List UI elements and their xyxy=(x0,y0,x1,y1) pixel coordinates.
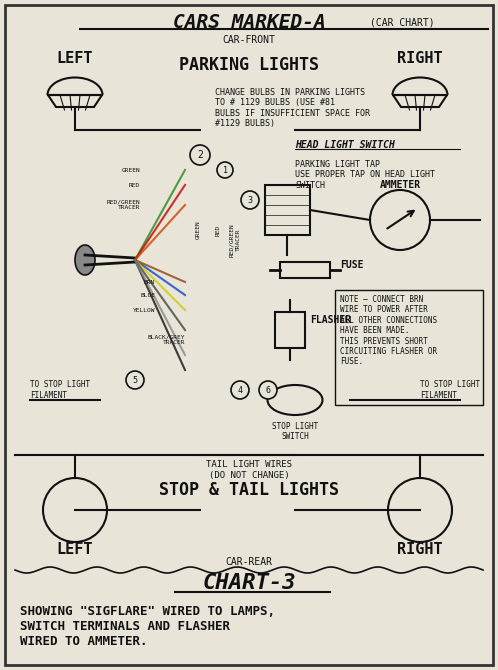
Text: SHOWING "SIGFLARE" WIRED TO LAMPS,
SWITCH TERMINALS AND FLASHER
WIRED TO AMMETER: SHOWING "SIGFLARE" WIRED TO LAMPS, SWITC… xyxy=(20,605,275,648)
Text: BLACK/GREY
TRACER: BLACK/GREY TRACER xyxy=(147,334,185,346)
Text: CAR-FRONT: CAR-FRONT xyxy=(223,35,275,45)
Text: GREEN: GREEN xyxy=(196,220,201,239)
Text: RIGHT: RIGHT xyxy=(397,50,443,66)
Bar xyxy=(280,262,330,278)
Text: FLASHER: FLASHER xyxy=(310,315,351,325)
Circle shape xyxy=(388,478,452,542)
Text: CARS MARKED-A: CARS MARKED-A xyxy=(173,13,325,31)
Text: 2: 2 xyxy=(197,150,203,160)
Text: NOTE — CONNECT BRN
WIRE TO POWER AFTER
ALL OTHER CONNECTIONS
HAVE BEEN MADE.
THI: NOTE — CONNECT BRN WIRE TO POWER AFTER A… xyxy=(340,295,437,366)
Text: HEAD LIGHT SWITCH: HEAD LIGHT SWITCH xyxy=(295,140,395,150)
Circle shape xyxy=(126,371,144,389)
Text: STOP LIGHT
SWITCH: STOP LIGHT SWITCH xyxy=(272,422,318,442)
Text: TAIL LIGHT WIRES
(DO NOT CHANGE): TAIL LIGHT WIRES (DO NOT CHANGE) xyxy=(206,460,292,480)
Text: TO STOP LIGHT
FILAMENT: TO STOP LIGHT FILAMENT xyxy=(420,381,480,400)
Text: CAR-REAR: CAR-REAR xyxy=(226,557,272,567)
Circle shape xyxy=(259,381,277,399)
Text: RED: RED xyxy=(129,182,140,188)
Text: 6: 6 xyxy=(265,385,270,395)
Text: 5: 5 xyxy=(132,375,137,385)
Ellipse shape xyxy=(267,385,323,415)
Text: GREEN: GREEN xyxy=(121,168,140,172)
Text: TO STOP LIGHT
FILAMENT: TO STOP LIGHT FILAMENT xyxy=(30,381,90,400)
Text: PARKING LIGHTS: PARKING LIGHTS xyxy=(179,56,319,74)
Text: RED/GREEN
TRACER: RED/GREEN TRACER xyxy=(106,200,140,210)
Bar xyxy=(265,185,310,235)
Text: STOP & TAIL LIGHTS: STOP & TAIL LIGHTS xyxy=(159,481,339,499)
Circle shape xyxy=(43,478,107,542)
Text: 3: 3 xyxy=(248,196,252,204)
Text: RED/GREEN
TRACER: RED/GREEN TRACER xyxy=(230,223,241,257)
Text: BRN: BRN xyxy=(144,279,155,285)
Ellipse shape xyxy=(75,245,95,275)
Text: RIGHT: RIGHT xyxy=(397,543,443,557)
Circle shape xyxy=(370,190,430,250)
Text: (CAR CHART): (CAR CHART) xyxy=(370,17,435,27)
Text: FUSE: FUSE xyxy=(340,260,364,270)
Circle shape xyxy=(190,145,210,165)
Text: BLUE: BLUE xyxy=(140,293,155,297)
Text: LEFT: LEFT xyxy=(57,50,93,66)
Circle shape xyxy=(217,162,233,178)
Text: AMMETER: AMMETER xyxy=(379,180,421,190)
Polygon shape xyxy=(48,95,102,107)
Circle shape xyxy=(241,191,259,209)
Text: CHANGE BULBS IN PARKING LIGHTS
TO # 1129 BULBS (USE #81
BULBS IF INSUFFICIENT SP: CHANGE BULBS IN PARKING LIGHTS TO # 1129… xyxy=(215,88,370,128)
Bar xyxy=(335,290,483,405)
Text: CHART-3: CHART-3 xyxy=(202,573,296,593)
Circle shape xyxy=(231,381,249,399)
Text: YELLOW: YELLOW xyxy=(132,308,155,312)
Bar xyxy=(275,312,305,348)
Text: 4: 4 xyxy=(238,385,243,395)
Text: 1: 1 xyxy=(223,165,228,174)
Text: LEFT: LEFT xyxy=(57,543,93,557)
Polygon shape xyxy=(393,95,447,107)
Text: RED: RED xyxy=(216,224,221,236)
Text: PARKING LIGHT TAP
USE PROPER TAP ON HEAD LIGHT
SWITCH: PARKING LIGHT TAP USE PROPER TAP ON HEAD… xyxy=(295,160,435,190)
